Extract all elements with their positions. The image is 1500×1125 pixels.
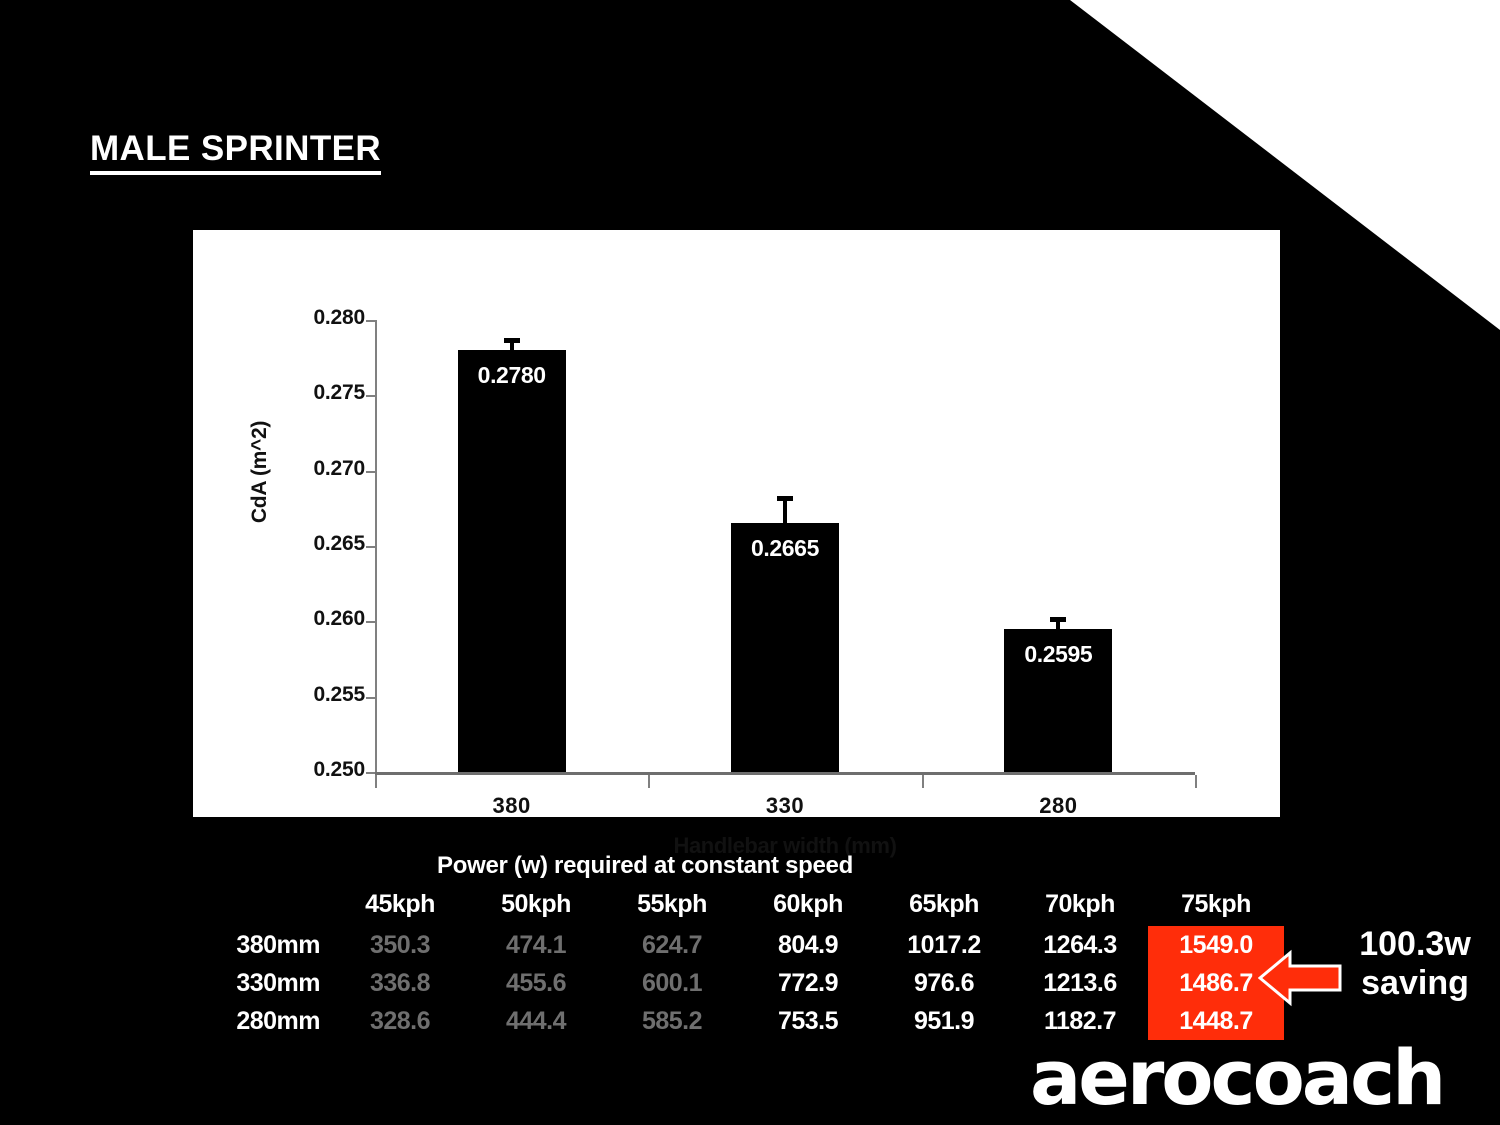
y-tick-label: 0.280 <box>313 306 365 329</box>
table-row-label: 330mm <box>236 968 320 997</box>
bar-value-label: 0.2780 <box>477 362 546 389</box>
table-column-header: 50kph <box>501 889 571 918</box>
error-bar-cap <box>503 338 520 344</box>
y-tick-mark <box>366 621 375 624</box>
table-cell: 328.6 <box>369 1006 431 1035</box>
bar: 0.2595 <box>1004 628 1113 772</box>
table-corner-cell <box>195 885 332 926</box>
y-tick-label: 0.265 <box>313 532 365 555</box>
x-tick-label: 280 <box>1039 793 1078 818</box>
table-cell: 1486.7 <box>1148 964 1284 1002</box>
table-cell: 1549.0 <box>1148 926 1284 964</box>
table-cell: 772.9 <box>777 968 839 997</box>
x-tick-mark <box>1195 775 1197 788</box>
y-tick-label: 0.260 <box>313 607 365 631</box>
y-tick-mark <box>366 320 375 322</box>
y-tick-mark <box>366 470 375 473</box>
table-title: Power (w) required at constant speed <box>437 852 853 879</box>
table-row: 380mm 350.3 474.1 624.7 804.9 1017.2 1264.3 154… <box>195 926 1284 964</box>
y-tick-label: 0.250 <box>313 758 365 781</box>
table-row: 330mm 336.8 455.6 600.1 772.9 976.6 1213.6 1486… <box>195 964 1284 1002</box>
left-arrow-icon <box>1258 949 1342 1007</box>
error-bar <box>509 340 514 351</box>
table-cell: 474.1 <box>505 930 567 959</box>
y-tick-mark <box>366 696 375 699</box>
table-cell: 336.8 <box>369 968 431 997</box>
table-cell: 1182.7 <box>1043 1006 1117 1035</box>
table-column-header: 55kph <box>637 889 707 918</box>
x-tick-mark <box>921 775 924 788</box>
page-title: MALE SPRINTER <box>90 130 382 175</box>
x-axis-line <box>375 772 1195 775</box>
error-bar <box>783 497 787 524</box>
table-column-header: 45kph <box>365 889 435 918</box>
y-tick-label: 0.255 <box>313 682 365 706</box>
power-table: 45kph 50kph 55kph 60kph 65kph 70kph 75kph 380m… <box>195 885 1284 1040</box>
saving-callout: 100.3w saving <box>1330 925 1500 1004</box>
error-bar-cap <box>777 495 793 501</box>
x-tick-mark <box>375 775 377 788</box>
x-tick-mark <box>648 775 651 788</box>
table-cell: 624.7 <box>641 930 703 959</box>
table-column-header: 75kph <box>1181 889 1251 918</box>
x-tick-label: 380 <box>492 793 531 818</box>
table-cell: 804.9 <box>777 930 839 959</box>
aerocoach-logo: aerocoach <box>1030 1033 1446 1122</box>
table-cell: 753.5 <box>777 1006 839 1035</box>
saving-word: saving <box>1361 964 1469 1003</box>
y-tick-mark <box>366 772 375 774</box>
table-column-header: 65kph <box>909 889 979 918</box>
x-axis-label: Handlebar width (mm) <box>673 833 897 858</box>
table-cell: 350.3 <box>369 930 431 959</box>
table-row-label: 380mm <box>236 930 320 959</box>
saving-amount: 100.3w <box>1359 925 1471 963</box>
table-cell: 1017.2 <box>907 930 981 959</box>
table-cell: 1213.6 <box>1043 968 1117 997</box>
table-cell: 455.6 <box>505 968 567 997</box>
error-bar-cap <box>1050 616 1067 622</box>
table-cell: 976.6 <box>913 968 975 997</box>
error-bar <box>1056 618 1061 629</box>
bar: 0.2780 <box>457 350 566 772</box>
bar: 0.2665 <box>731 523 839 772</box>
table-cell: 951.9 <box>913 1006 975 1035</box>
bar-value-label: 0.2595 <box>1024 640 1093 667</box>
table-cell: 600.1 <box>641 968 703 997</box>
y-tick-mark <box>366 395 375 398</box>
table-cell: 444.4 <box>505 1006 567 1035</box>
table-row: 280mm 328.6 444.4 585.2 753.5 951.9 1182.7 1448… <box>195 1002 1284 1040</box>
bar-value-label: 0.2665 <box>751 535 819 562</box>
table-column-header: 60kph <box>773 889 843 918</box>
chart-panel: CdA (m^2) 0.250 0.255 0.260 0.265 0.270 0.275… <box>193 230 1280 858</box>
table-cell: 585.2 <box>641 1006 703 1035</box>
y-axis-line <box>375 320 377 772</box>
table-column-header: 70kph <box>1045 889 1115 918</box>
table-body: 380mm 350.3 474.1 624.7 804.9 1017.2 1264.3 154… <box>195 926 1284 1040</box>
table-header-row: 45kph 50kph 55kph 60kph 65kph 70kph 75kph <box>195 885 1284 926</box>
table-cell: 1448.7 <box>1148 1002 1284 1040</box>
y-tick-label: 0.275 <box>313 381 365 405</box>
plot-area: 0.250 0.255 0.260 0.265 0.270 0.275 0.280 380 3… <box>313 285 1377 945</box>
y-tick-mark <box>366 546 375 548</box>
y-tick-label: 0.270 <box>313 456 365 480</box>
table-cell: 1264.3 <box>1043 930 1117 959</box>
x-tick-label: 330 <box>765 793 805 818</box>
table-row-label: 280mm <box>236 1006 320 1035</box>
